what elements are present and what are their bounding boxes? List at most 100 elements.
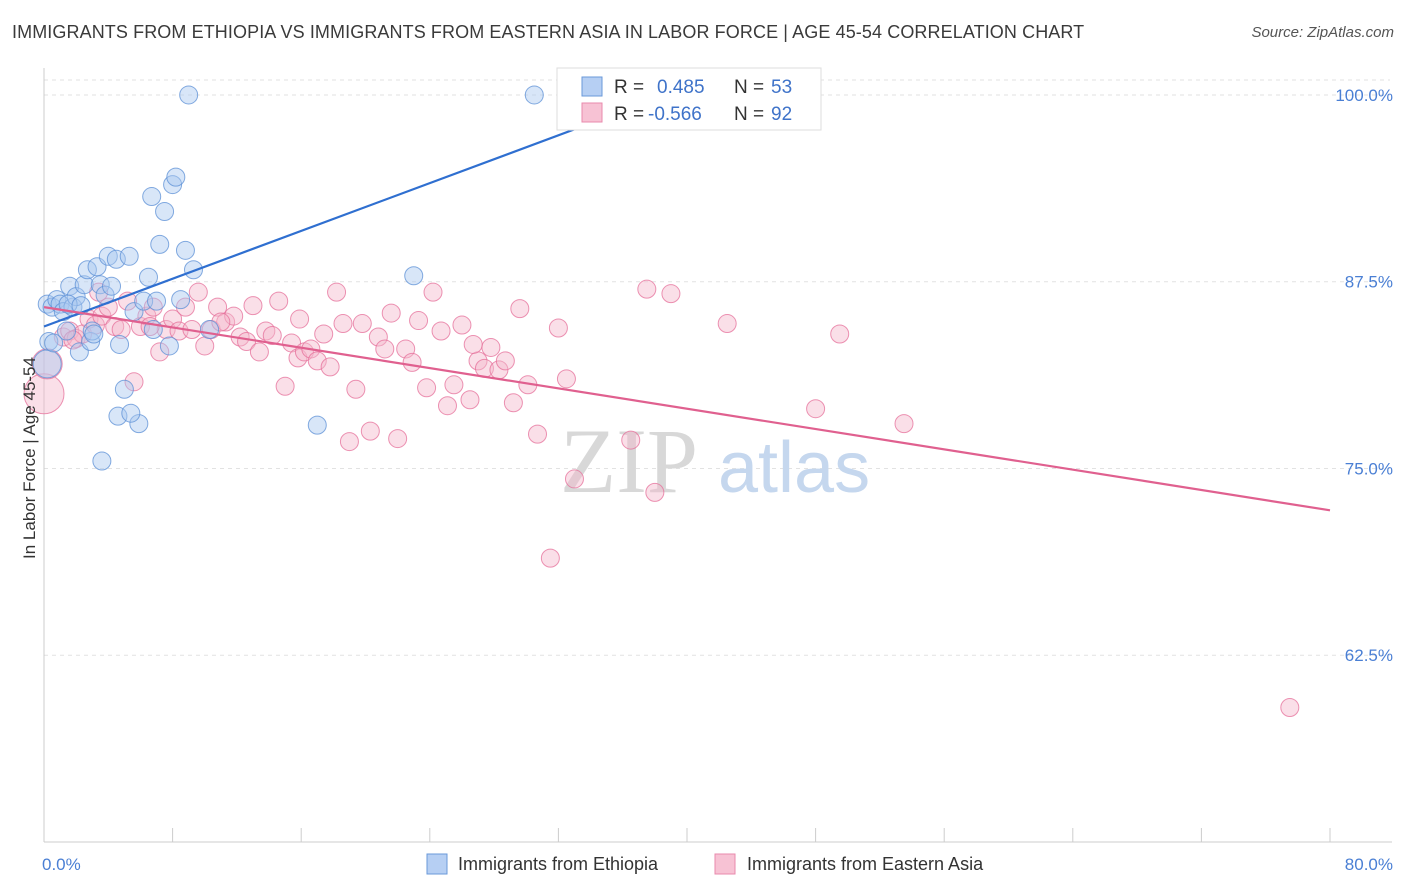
- legend-swatch-eastern-asia: [714, 853, 736, 875]
- ethiopia-point: [155, 201, 175, 221]
- ethiopia-point: [147, 291, 167, 311]
- ethiopia-point: [82, 321, 102, 341]
- eastern-asia-point: [1280, 698, 1300, 718]
- chart-source: Source: ZipAtlas.com: [1251, 24, 1394, 41]
- y-tick-label: 62.5%: [1345, 646, 1393, 665]
- eastern-asia-point: [111, 320, 131, 340]
- eastern-asia-point: [224, 306, 244, 326]
- eastern-asia-point: [314, 324, 334, 344]
- eastern-asia-point: [262, 325, 282, 345]
- eastern-asia-point: [188, 282, 208, 302]
- eastern-asia-point: [346, 379, 366, 399]
- eastern-asia-point: [208, 297, 228, 317]
- stats-r-value-ethiopia: 0.485: [657, 77, 705, 98]
- eastern-asia-point: [481, 337, 501, 357]
- eastern-asia-point: [637, 279, 657, 299]
- gridlines: [44, 79, 1390, 656]
- ethiopia-point: [179, 85, 199, 105]
- ethiopia-point: [166, 167, 186, 187]
- eastern-asia-point: [540, 548, 560, 568]
- stats-n-value-ethiopia: 53: [771, 77, 792, 98]
- ethiopia-point: [307, 415, 327, 435]
- eastern-asia-point: [143, 297, 163, 317]
- stats-legend-swatch-ethiopia: [581, 76, 603, 97]
- ethiopia-point: [57, 321, 77, 341]
- eastern-asia-point: [360, 421, 380, 441]
- ethiopia-point: [119, 246, 139, 266]
- eastern-asia-point: [495, 351, 515, 371]
- ethiopia-point: [44, 333, 64, 353]
- ethiopia-point: [404, 266, 424, 286]
- eastern-asia-point: [409, 311, 429, 331]
- eastern-asia-point: [806, 399, 826, 419]
- series-eastern-asia-points: [23, 279, 1300, 718]
- ethiopia-point: [102, 276, 122, 296]
- eastern-asia-point: [249, 342, 269, 362]
- eastern-asia-point: [423, 282, 443, 302]
- ethiopia-point: [175, 240, 195, 260]
- eastern-asia-point: [211, 312, 231, 332]
- eastern-asia-point: [402, 352, 422, 372]
- tick-labels: 62.5% 75.0% 87.5% 100.0% 0.0% 80.0%: [42, 86, 1393, 874]
- ethiopia-point: [121, 403, 141, 423]
- ethiopia-point: [200, 320, 220, 340]
- stats-r-value-eastern-asia: -0.566: [648, 104, 702, 125]
- stats-n-label-ethiopia: N =: [734, 77, 764, 98]
- eastern-asia-point: [333, 314, 353, 334]
- ethiopia-point: [524, 85, 544, 105]
- ethiopia-point: [150, 234, 170, 254]
- eastern-asia-point: [269, 291, 289, 311]
- eastern-asia-point: [437, 396, 457, 416]
- eastern-asia-point: [417, 378, 437, 398]
- eastern-asia-point: [339, 432, 359, 452]
- eastern-asia-point: [621, 430, 641, 450]
- eastern-asia-point: [894, 414, 914, 434]
- watermark-zip: ZIP: [560, 410, 698, 512]
- eastern-asia-point: [368, 327, 388, 347]
- x-tick-label-min: 0.0%: [42, 855, 81, 874]
- eastern-asia-point: [548, 318, 568, 338]
- ethiopia-point: [114, 379, 134, 399]
- eastern-asia-point: [23, 373, 65, 415]
- eastern-asia-point: [124, 372, 144, 392]
- series-ethiopia-points: [32, 85, 584, 471]
- eastern-asia-point: [327, 282, 347, 302]
- eastern-asia-point: [431, 321, 451, 341]
- eastern-asia-point: [661, 284, 681, 304]
- ethiopia-point: [110, 334, 130, 354]
- y-tick-label: 100.0%: [1335, 86, 1393, 105]
- eastern-asia-point: [290, 309, 310, 329]
- ethiopia-point: [183, 260, 203, 280]
- watermark-atlas: atlas: [718, 428, 870, 508]
- stats-n-value-eastern-asia: 92: [771, 104, 792, 125]
- eastern-asia-point: [275, 376, 295, 396]
- trend-line-eastern-asia: [43, 306, 1331, 512]
- ethiopia-point: [74, 275, 94, 295]
- stats-n-label-eastern-asia: N =: [734, 104, 764, 125]
- eastern-asia-point: [463, 334, 483, 354]
- x-tick-label-max: 80.0%: [1345, 855, 1393, 874]
- ethiopia-point: [142, 187, 162, 207]
- ethiopia-point: [92, 451, 112, 471]
- y-tick-label: 75.0%: [1345, 459, 1393, 478]
- eastern-asia-point: [352, 314, 372, 334]
- eastern-asia-point: [150, 342, 170, 362]
- ethiopia-point: [159, 336, 179, 356]
- eastern-asia-point: [830, 324, 850, 344]
- ethiopia-point: [84, 324, 104, 344]
- axes: [43, 68, 1392, 843]
- watermark: ZIP atlas: [560, 410, 870, 512]
- eastern-asia-point: [381, 303, 401, 323]
- eastern-asia-point: [320, 357, 340, 377]
- stats-legend-swatch-eastern-asia: [581, 102, 603, 123]
- eastern-asia-point: [503, 393, 523, 413]
- eastern-asia-point: [195, 336, 215, 356]
- eastern-asia-point: [556, 369, 576, 389]
- eastern-asia-point: [452, 315, 472, 335]
- bottom-legend: Immigrants from Ethiopia Immigrants from…: [426, 853, 984, 875]
- eastern-asia-point: [444, 375, 464, 395]
- eastern-asia-point: [717, 314, 737, 334]
- legend-label-eastern-asia: Immigrants from Eastern Asia: [747, 854, 984, 874]
- eastern-asia-point: [528, 424, 548, 444]
